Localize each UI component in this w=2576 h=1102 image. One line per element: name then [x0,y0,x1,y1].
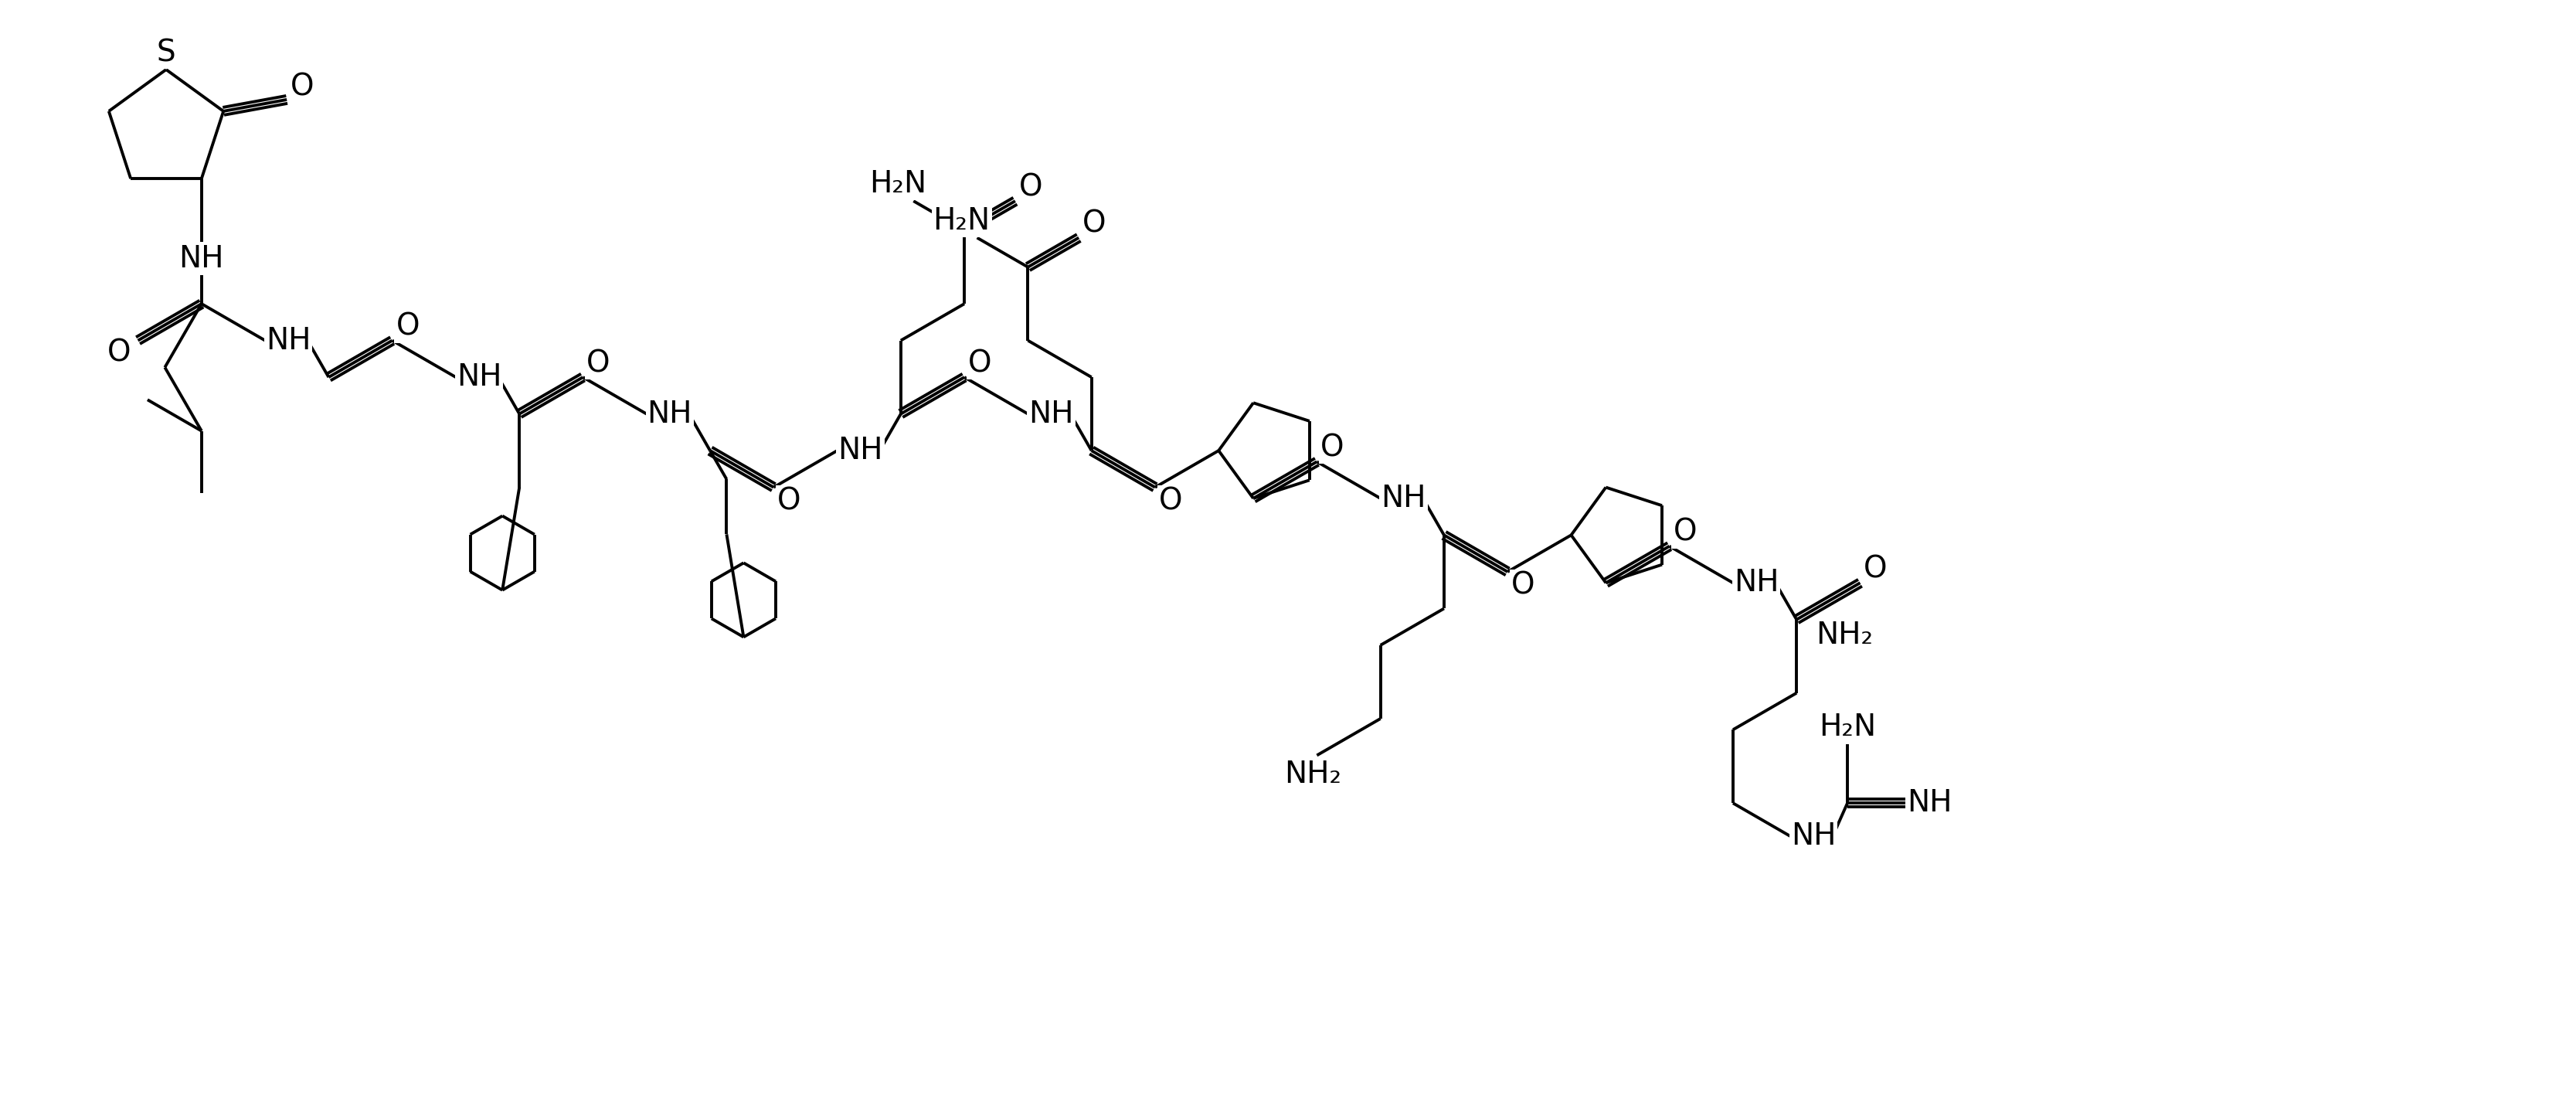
Text: O: O [291,73,314,101]
Text: NH: NH [837,436,884,465]
Text: O: O [969,348,992,378]
Text: O: O [587,348,611,378]
Text: O: O [1020,172,1043,202]
Text: NH: NH [1906,788,1953,818]
Text: O: O [397,312,420,342]
Text: O: O [1865,554,1888,584]
Text: NH: NH [456,363,502,392]
Text: NH₂: NH₂ [1816,620,1873,650]
Text: NH: NH [647,399,693,429]
Text: NH₂: NH₂ [1285,760,1342,789]
Text: NH: NH [265,326,312,355]
Text: O: O [1672,518,1698,547]
Text: O: O [1082,209,1105,238]
Text: NH: NH [1028,399,1074,429]
Text: O: O [1321,433,1345,463]
Text: NH: NH [178,245,224,273]
Text: S: S [157,37,175,67]
Text: H₂N: H₂N [933,206,989,236]
Text: O: O [1512,571,1535,601]
Text: O: O [1159,487,1182,516]
Text: NH: NH [1381,484,1427,514]
Text: H₂N: H₂N [1819,713,1875,742]
Text: O: O [778,487,801,516]
Text: NH: NH [1734,569,1780,597]
Text: NH: NH [1790,821,1837,851]
Text: O: O [108,338,131,368]
Text: H₂N: H₂N [871,170,927,198]
